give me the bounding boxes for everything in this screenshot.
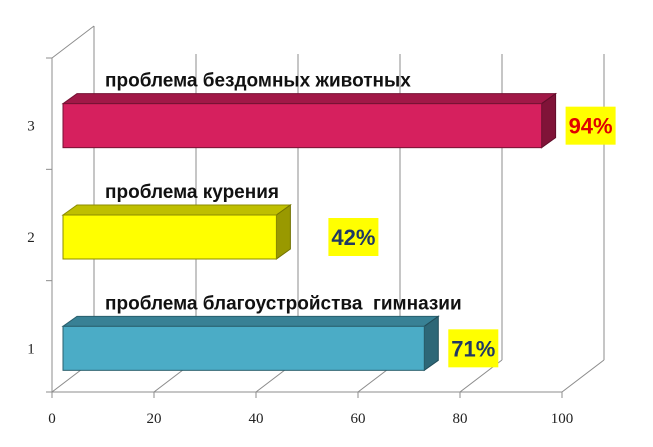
- data-label: 42%: [331, 225, 375, 250]
- y-tick-label: 1: [27, 341, 35, 357]
- x-tick-label: 60: [351, 411, 366, 427]
- x-tick-label: 80: [453, 411, 468, 427]
- bar: [62, 214, 277, 260]
- data-label-box: [448, 329, 499, 368]
- data-label: 71%: [451, 336, 495, 361]
- x-tick-label: 100: [551, 411, 574, 427]
- chart-bars: [61, 92, 558, 372]
- y-tick-label: 3: [27, 119, 35, 135]
- chart-labels: проблема благоустройства гимназии 71% проб…: [105, 71, 616, 368]
- data-label-box: [565, 106, 616, 145]
- y-tick-label: 2: [27, 230, 35, 246]
- bar: [62, 325, 425, 371]
- bar-side-face: [423, 315, 439, 372]
- bar-category-label: проблема курения: [105, 182, 279, 203]
- x-tick-label: 40: [249, 411, 264, 427]
- x-tick-label: 20: [147, 411, 162, 427]
- bar-top-face: [61, 93, 558, 105]
- floor-gridline: [561, 359, 605, 393]
- bar-side-face: [275, 204, 291, 260]
- bar-category-label: проблема бездомных животных: [105, 71, 411, 92]
- bar: [62, 103, 543, 149]
- bar-top-face: [61, 315, 440, 327]
- bar-side-face: [541, 92, 557, 149]
- data-label: 94%: [569, 114, 613, 139]
- data-label-box: [328, 218, 379, 256]
- bar-category-label: проблема благоустройства гимназии: [105, 293, 462, 314]
- bar-top-face: [61, 204, 292, 216]
- x-tick-label: 0: [48, 411, 56, 427]
- wall-top-diagonal: [51, 25, 95, 59]
- chart-axes: 0 20 40 60 80 100 1 2 3: [27, 57, 574, 427]
